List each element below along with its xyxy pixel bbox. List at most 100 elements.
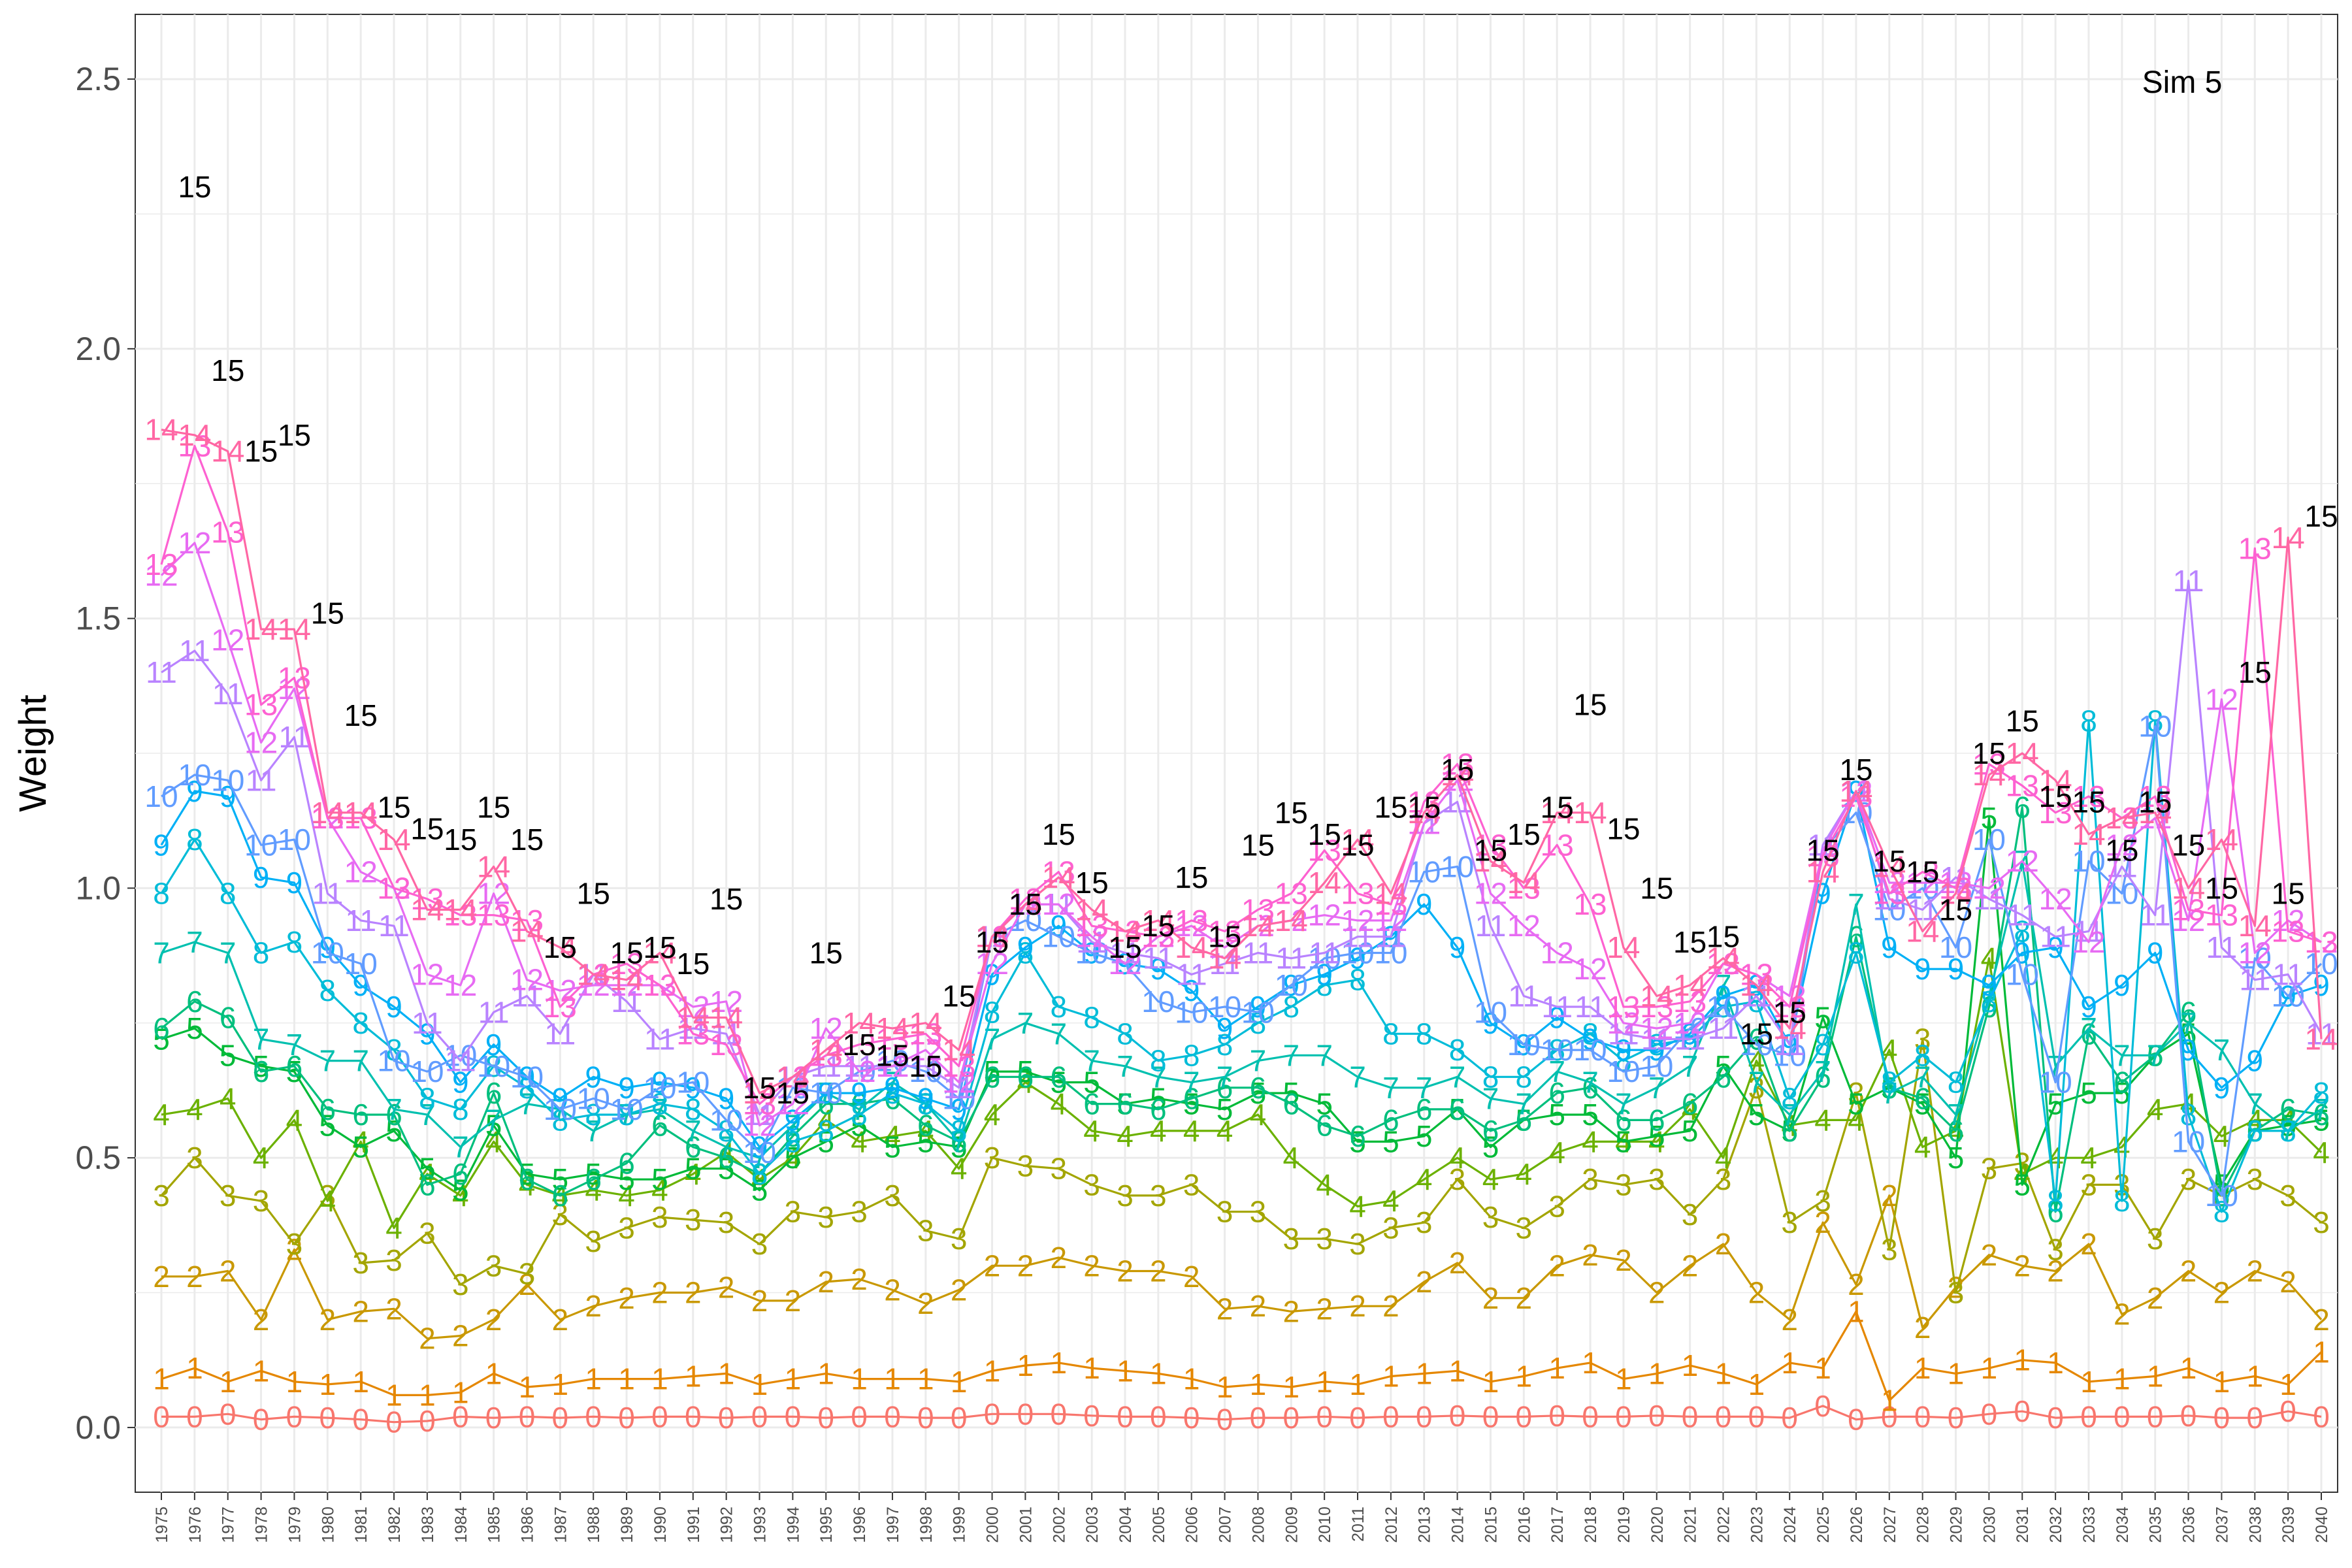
point-label: 7 <box>1648 1071 1665 1105</box>
point-label: 11 <box>1575 990 1606 1024</box>
point-label: 5 <box>2080 1076 2097 1110</box>
point-label: 13 <box>1308 834 1341 868</box>
point-label: 6 <box>286 1049 303 1083</box>
point-label: 11 <box>412 1006 443 1040</box>
x-tick-label: 2009 <box>1282 1507 1301 1543</box>
point-label: 7 <box>1382 1071 1399 1105</box>
point-label: 3 <box>1017 1149 1034 1183</box>
point-label: 12 <box>410 958 444 992</box>
point-label: 4 <box>1715 1141 1732 1175</box>
point-label: 0 <box>1183 1401 1200 1435</box>
point-label: 0 <box>2247 1401 2264 1435</box>
point-label: 2 <box>785 1284 802 1318</box>
x-tick-label: 2040 <box>2313 1507 2331 1543</box>
point-label: 10 <box>410 1054 444 1088</box>
point-label: 6 <box>253 1054 270 1088</box>
point-label: 7 <box>1482 1081 1499 1115</box>
point-label: 2 <box>1914 1311 1931 1345</box>
point-label: 1 <box>685 1360 702 1394</box>
point-label: 0 <box>1648 1399 1665 1433</box>
point-label: 0 <box>1814 1389 1831 1423</box>
point-label: 14 <box>1341 823 1374 857</box>
point-label: 8 <box>785 1124 802 1158</box>
point-label: 1 <box>352 1365 369 1399</box>
point-label: 14 <box>1640 979 1673 1013</box>
point-label: 11 <box>478 995 510 1029</box>
point-label: 6 <box>1316 1109 1333 1143</box>
point-label: 7 <box>718 1130 735 1164</box>
x-tick-label: 1997 <box>884 1507 902 1543</box>
point-label: 14 <box>311 796 344 830</box>
point-label: 5 <box>1217 1092 1233 1126</box>
point-label: 8 <box>1814 1028 1831 1062</box>
x-tick-label: 1995 <box>817 1507 836 1543</box>
point-label: 0 <box>1382 1399 1399 1433</box>
point-label: 0 <box>419 1404 436 1438</box>
point-label: 2 <box>1150 1254 1167 1288</box>
x-tick-label: 2023 <box>1748 1507 1766 1543</box>
point-label: 15 <box>1972 736 2006 770</box>
point-label: 0 <box>485 1401 502 1435</box>
point-label: 7 <box>286 1028 303 1062</box>
point-label: 5 <box>1382 1124 1399 1158</box>
point-label: 2 <box>1881 1179 1898 1213</box>
point-label: 15 <box>1141 909 1175 943</box>
point-label: 3 <box>718 1205 735 1239</box>
x-tick-label: 2031 <box>2014 1507 2032 1543</box>
point-label: 15 <box>1341 828 1374 862</box>
point-label: 8 <box>1217 1028 1233 1062</box>
point-label: 3 <box>1682 1198 1699 1232</box>
x-tick-label: 1988 <box>585 1507 603 1543</box>
point-label: 10 <box>1175 995 1208 1029</box>
point-label: 7 <box>2080 1011 2097 1045</box>
point-label: 1 <box>884 1362 901 1396</box>
x-tick-label: 2017 <box>1548 1507 1567 1543</box>
point-label: 0 <box>1715 1399 1732 1433</box>
point-label: 2 <box>1316 1292 1333 1326</box>
point-label: 9 <box>785 1103 802 1137</box>
point-label: 15 <box>975 925 1009 959</box>
point-label: 8 <box>2114 1184 2131 1218</box>
point-label: 1 <box>1150 1356 1167 1390</box>
point-label: 14 <box>843 1006 876 1040</box>
point-label: 2 <box>2313 1303 2330 1337</box>
point-label: 0 <box>319 1401 336 1435</box>
point-label: 7 <box>2147 1038 2164 1072</box>
point-label: 8 <box>951 1114 968 1148</box>
point-label: 13 <box>1939 871 1972 905</box>
point-label: 6 <box>1548 1076 1565 1110</box>
point-label: 0 <box>385 1405 402 1439</box>
point-label: 11 <box>544 1017 576 1051</box>
x-tick-label: 2010 <box>1316 1507 1334 1543</box>
point-label: 10 <box>1972 823 2006 857</box>
point-label: 14 <box>1573 796 1607 830</box>
point-label: 15 <box>1208 920 1241 954</box>
point-label: 3 <box>951 1222 968 1256</box>
point-label: 6 <box>2014 791 2031 825</box>
point-label: 6 <box>1349 1119 1366 1153</box>
point-label: 1 <box>1083 1351 1100 1385</box>
point-label: 8 <box>1914 1038 1931 1072</box>
point-label: 7 <box>485 1103 502 1137</box>
point-label: 2 <box>2213 1276 2230 1310</box>
point-label: 9 <box>2213 1071 2230 1105</box>
point-label: 14 <box>1009 887 1042 921</box>
x-tick-label: 2020 <box>1648 1507 1667 1543</box>
point-label: 1 <box>1017 1348 1034 1382</box>
point-label: 2 <box>1981 1238 1998 1272</box>
point-label: 13 <box>1275 877 1308 911</box>
point-label: 15 <box>1507 817 1541 851</box>
point-label: 1 <box>1382 1360 1399 1394</box>
point-label: 0 <box>452 1399 469 1433</box>
point-label: 13 <box>942 1049 975 1083</box>
point-label: 9 <box>452 1066 469 1100</box>
point-label: 3 <box>685 1203 702 1237</box>
point-label: 10 <box>643 1071 676 1105</box>
point-label: 6 <box>1682 1087 1699 1121</box>
point-label: 13 <box>2006 769 2039 803</box>
point-label: 8 <box>618 1098 635 1132</box>
